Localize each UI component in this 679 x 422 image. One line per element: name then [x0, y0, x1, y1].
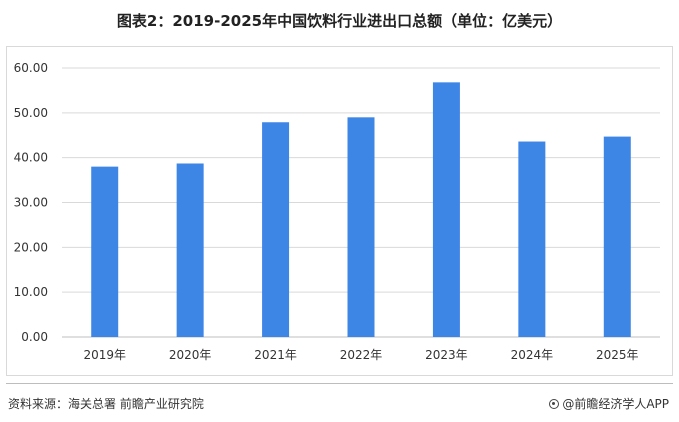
x-tick-label: 2021年 — [254, 348, 297, 362]
y-tick-label: 0.00 — [21, 330, 48, 344]
bar — [262, 122, 290, 337]
bar — [347, 117, 375, 337]
x-tick-label: 2020年 — [169, 348, 212, 362]
brand-mark: @前瞻经济学人APP — [549, 395, 669, 412]
x-axis-ticks: 2019年 2020年 2021年 2022年 2023年 2024年 2025年 — [83, 348, 638, 362]
bar — [603, 136, 631, 337]
y-tick-label: 30.00 — [14, 196, 48, 210]
y-tick-label: 40.00 — [14, 151, 48, 165]
x-tick-label: 2025年 — [596, 348, 639, 362]
y-axis-ticks: 0.00 10.00 20.00 30.00 40.00 50.00 60.00 — [14, 61, 48, 344]
bar — [432, 82, 460, 337]
bar — [91, 166, 119, 337]
brand-text: @前瞻经济学人APP — [562, 397, 669, 411]
chart-title: 图表2：2019-2025年中国饮料行业进出口总额（单位：亿美元） — [116, 12, 563, 30]
source-note: 资料来源：海关总署 前瞻产业研究院 — [8, 397, 204, 411]
bar — [176, 163, 204, 337]
bars — [91, 82, 631, 337]
y-tick-label: 10.00 — [14, 285, 48, 299]
y-tick-label: 50.00 — [14, 106, 48, 120]
y-tick-label: 20.00 — [14, 240, 48, 254]
x-tick-label: 2024年 — [511, 348, 554, 362]
bar — [518, 141, 546, 337]
brand-logo-icon — [549, 398, 560, 409]
footer-divider — [6, 383, 673, 384]
y-tick-label: 60.00 — [14, 61, 48, 75]
x-tick-label: 2019年 — [83, 348, 126, 362]
x-tick-label: 2023年 — [425, 348, 468, 362]
x-tick-label: 2022年 — [340, 348, 383, 362]
